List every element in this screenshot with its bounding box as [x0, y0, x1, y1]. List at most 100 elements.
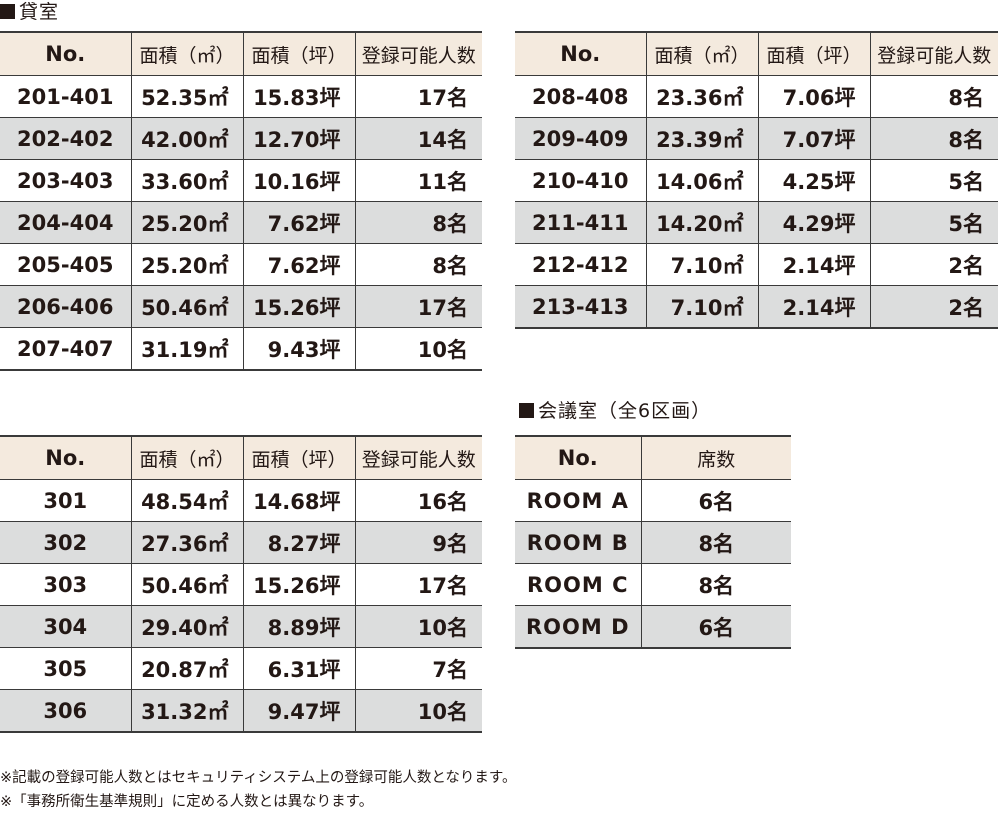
- room-number-cell: 213-413: [515, 285, 646, 329]
- capacity-cell: 2名: [869, 285, 998, 329]
- area-sqm-cell: 33.60㎡: [130, 159, 243, 202]
- header-area-tsubo: 面積（坪）: [242, 31, 355, 76]
- table-row: 211-411 14.20㎡ 4.29坪 5名: [515, 201, 998, 244]
- table-row: 213-413 7.10㎡ 2.14坪 2名: [515, 285, 998, 329]
- room-number-cell: 203-403: [0, 159, 131, 202]
- area-sqm-cell: 25.20㎡: [130, 243, 243, 286]
- table-row: 209-409 23.39㎡ 7.07坪 8名: [515, 117, 998, 160]
- room-number-cell: 210-410: [515, 159, 646, 202]
- room-name-cell: ROOM C: [515, 563, 641, 606]
- table-row: 208-408 23.36㎡ 7.06坪 8名: [515, 75, 998, 118]
- table-row: 212-412 7.10㎡ 2.14坪 2名: [515, 243, 998, 286]
- area-tsubo-cell: 12.70坪: [242, 117, 355, 160]
- capacity-cell: 17名: [354, 75, 482, 118]
- room-number-cell: 208-408: [515, 75, 646, 118]
- area-tsubo-cell: 6.31坪: [242, 647, 355, 690]
- table-row: 205-405 25.20㎡ 7.62坪 8名: [0, 243, 482, 286]
- room-number-cell: 204-404: [0, 201, 131, 244]
- table-row: 210-410 14.06㎡ 4.25坪 5名: [515, 159, 998, 202]
- area-tsubo-cell: 4.29坪: [757, 201, 870, 244]
- rental-table-left: No. 面積（㎡） 面積（坪） 登録可能人数 201-401 52.35㎡ 15.8…: [0, 31, 482, 371]
- room-number-cell: 304: [0, 605, 131, 648]
- table-row: 301 48.54㎡ 14.68坪 16名: [0, 479, 482, 522]
- capacity-cell: 11名: [354, 159, 482, 202]
- capacity-cell: 2名: [869, 243, 998, 286]
- area-tsubo-cell: 7.62坪: [242, 243, 355, 286]
- area-tsubo-cell: 7.06坪: [757, 75, 870, 118]
- room-name-cell: ROOM B: [515, 521, 641, 564]
- area-sqm-cell: 14.06㎡: [645, 159, 758, 202]
- meeting-section-title: 会議室（全6区画）: [519, 400, 711, 422]
- table-header: No. 面積（㎡） 面積（坪） 登録可能人数: [0, 435, 482, 480]
- area-sqm-cell: 7.10㎡: [645, 243, 758, 286]
- capacity-cell: 8名: [354, 243, 482, 286]
- area-tsubo-cell: 14.68坪: [242, 479, 355, 522]
- table-row: 202-402 42.00㎡ 12.70坪 14名: [0, 117, 482, 160]
- header-area-sqm: 面積（㎡）: [130, 435, 243, 480]
- seats-cell: 8名: [640, 521, 791, 564]
- meeting-table: No. 席数 ROOM A 6名 ROOM B 8名 ROOM C 8名 ROOM D 6名: [515, 435, 791, 649]
- area-sqm-cell: 50.46㎡: [130, 563, 243, 606]
- capacity-cell: 10名: [354, 327, 482, 371]
- room-number-cell: 209-409: [515, 117, 646, 160]
- room-name-cell: ROOM D: [515, 605, 641, 649]
- header-capacity: 登録可能人数: [869, 31, 998, 76]
- capacity-cell: 10名: [354, 689, 482, 733]
- table-row: ROOM A 6名: [515, 479, 791, 522]
- capacity-cell: 8名: [354, 201, 482, 244]
- seats-cell: 6名: [640, 605, 791, 649]
- capacity-cell: 10名: [354, 605, 482, 648]
- table-row: 302 27.36㎡ 8.27坪 9名: [0, 521, 482, 564]
- table-header: No. 面積（㎡） 面積（坪） 登録可能人数: [0, 31, 482, 76]
- area-tsubo-cell: 9.43坪: [242, 327, 355, 371]
- area-tsubo-cell: 2.14坪: [757, 285, 870, 329]
- header-area-sqm: 面積（㎡）: [645, 31, 758, 76]
- table-row: 306 31.32㎡ 9.47坪 10名: [0, 689, 482, 733]
- table-header: No. 面積（㎡） 面積（坪） 登録可能人数: [515, 31, 998, 76]
- room-name-cell: ROOM A: [515, 479, 641, 522]
- room-number-cell: 212-412: [515, 243, 646, 286]
- capacity-cell: 8名: [869, 117, 998, 160]
- area-sqm-cell: 7.10㎡: [645, 285, 758, 329]
- area-sqm-cell: 20.87㎡: [130, 647, 243, 690]
- capacity-cell: 8名: [869, 75, 998, 118]
- table-row: 206-406 50.46㎡ 15.26坪 17名: [0, 285, 482, 328]
- table-row: ROOM C 8名: [515, 563, 791, 606]
- table-row: 303 50.46㎡ 15.26坪 17名: [0, 563, 482, 606]
- header-no: No.: [0, 435, 131, 480]
- area-sqm-cell: 23.36㎡: [645, 75, 758, 118]
- square-bullet-icon: [519, 403, 534, 418]
- area-sqm-cell: 27.36㎡: [130, 521, 243, 564]
- area-tsubo-cell: 2.14坪: [757, 243, 870, 286]
- header-area-tsubo: 面積（坪）: [242, 435, 355, 480]
- area-tsubo-cell: 15.26坪: [242, 285, 355, 328]
- area-tsubo-cell: 4.25坪: [757, 159, 870, 202]
- room-number-cell: 211-411: [515, 201, 646, 244]
- header-capacity: 登録可能人数: [354, 435, 482, 480]
- table-row: 204-404 25.20㎡ 7.62坪 8名: [0, 201, 482, 244]
- area-tsubo-cell: 8.89坪: [242, 605, 355, 648]
- room-number-cell: 305: [0, 647, 131, 690]
- area-sqm-cell: 23.39㎡: [645, 117, 758, 160]
- footnote: ※「事務所衛生基準規則」に定める人数とは異なります。: [0, 794, 374, 810]
- area-sqm-cell: 42.00㎡: [130, 117, 243, 160]
- capacity-cell: 7名: [354, 647, 482, 690]
- area-sqm-cell: 29.40㎡: [130, 605, 243, 648]
- capacity-cell: 16名: [354, 479, 482, 522]
- capacity-cell: 14名: [354, 117, 482, 160]
- area-sqm-cell: 31.32㎡: [130, 689, 243, 733]
- header-seats: 席数: [640, 435, 791, 480]
- header-area-tsubo: 面積（坪）: [757, 31, 870, 76]
- room-number-cell: 306: [0, 689, 131, 733]
- area-sqm-cell: 48.54㎡: [130, 479, 243, 522]
- capacity-cell: 17名: [354, 563, 482, 606]
- footnotes: ※記載の登録可能人数とはセキュリティシステム上の登録可能人数となります。 ※「事…: [0, 766, 516, 814]
- area-tsubo-cell: 9.47坪: [242, 689, 355, 733]
- room-number-cell: 207-407: [0, 327, 131, 371]
- room-number-cell: 303: [0, 563, 131, 606]
- area-tsubo-cell: 7.07坪: [757, 117, 870, 160]
- seats-cell: 8名: [640, 563, 791, 606]
- capacity-cell: 5名: [869, 159, 998, 202]
- area-sqm-cell: 50.46㎡: [130, 285, 243, 328]
- rental-section-title: 貸室: [0, 1, 59, 23]
